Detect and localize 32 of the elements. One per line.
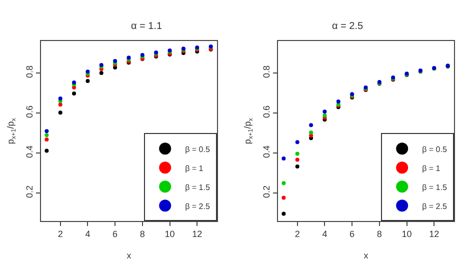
x-tick-label: 2 <box>58 228 63 239</box>
y-tick-label: 0.4 <box>24 145 34 158</box>
x-tick-label: 12 <box>429 228 440 239</box>
x-tick-label: 8 <box>376 228 382 239</box>
x-tick-label: 4 <box>322 228 328 239</box>
chart-title: α = 2.5 <box>332 21 364 32</box>
legend-label: β = 2.5 <box>422 202 448 211</box>
y-tick-label: 0.8 <box>261 65 272 78</box>
x-axis-title: x <box>126 250 132 261</box>
chart-title: α = 1.1 <box>131 21 163 32</box>
y-tick-label: 0.6 <box>261 105 272 118</box>
legend-label: β = 1 <box>422 164 441 173</box>
x-tick-label: 8 <box>140 228 145 239</box>
x-tick-label: 6 <box>112 228 118 239</box>
y-tick-label: 0.2 <box>261 186 272 198</box>
x-tick-label: 12 <box>192 228 202 239</box>
x-tick-label: 10 <box>402 228 412 239</box>
x-axis-title: x <box>364 250 369 261</box>
y-tick-label: 0.2 <box>24 186 34 198</box>
y-tick-label: 0.6 <box>24 105 34 118</box>
legend-label: β = 1.5 <box>185 182 210 192</box>
legend-label: β = 1.5 <box>422 182 448 192</box>
x-tick-label: 4 <box>85 228 90 239</box>
y-tick-label: 0.8 <box>24 65 34 78</box>
x-tick-label: 6 <box>350 228 355 239</box>
legend-label: β = 0.5 <box>422 144 448 154</box>
legend-label: β = 2.5 <box>185 202 210 211</box>
y-tick-label: 0.4 <box>261 145 272 158</box>
x-tick-label: 10 <box>164 228 175 239</box>
x-tick-label: 2 <box>294 228 300 239</box>
legend-label: β = 1 <box>185 164 204 173</box>
legend-label: β = 0.5 <box>185 144 210 154</box>
